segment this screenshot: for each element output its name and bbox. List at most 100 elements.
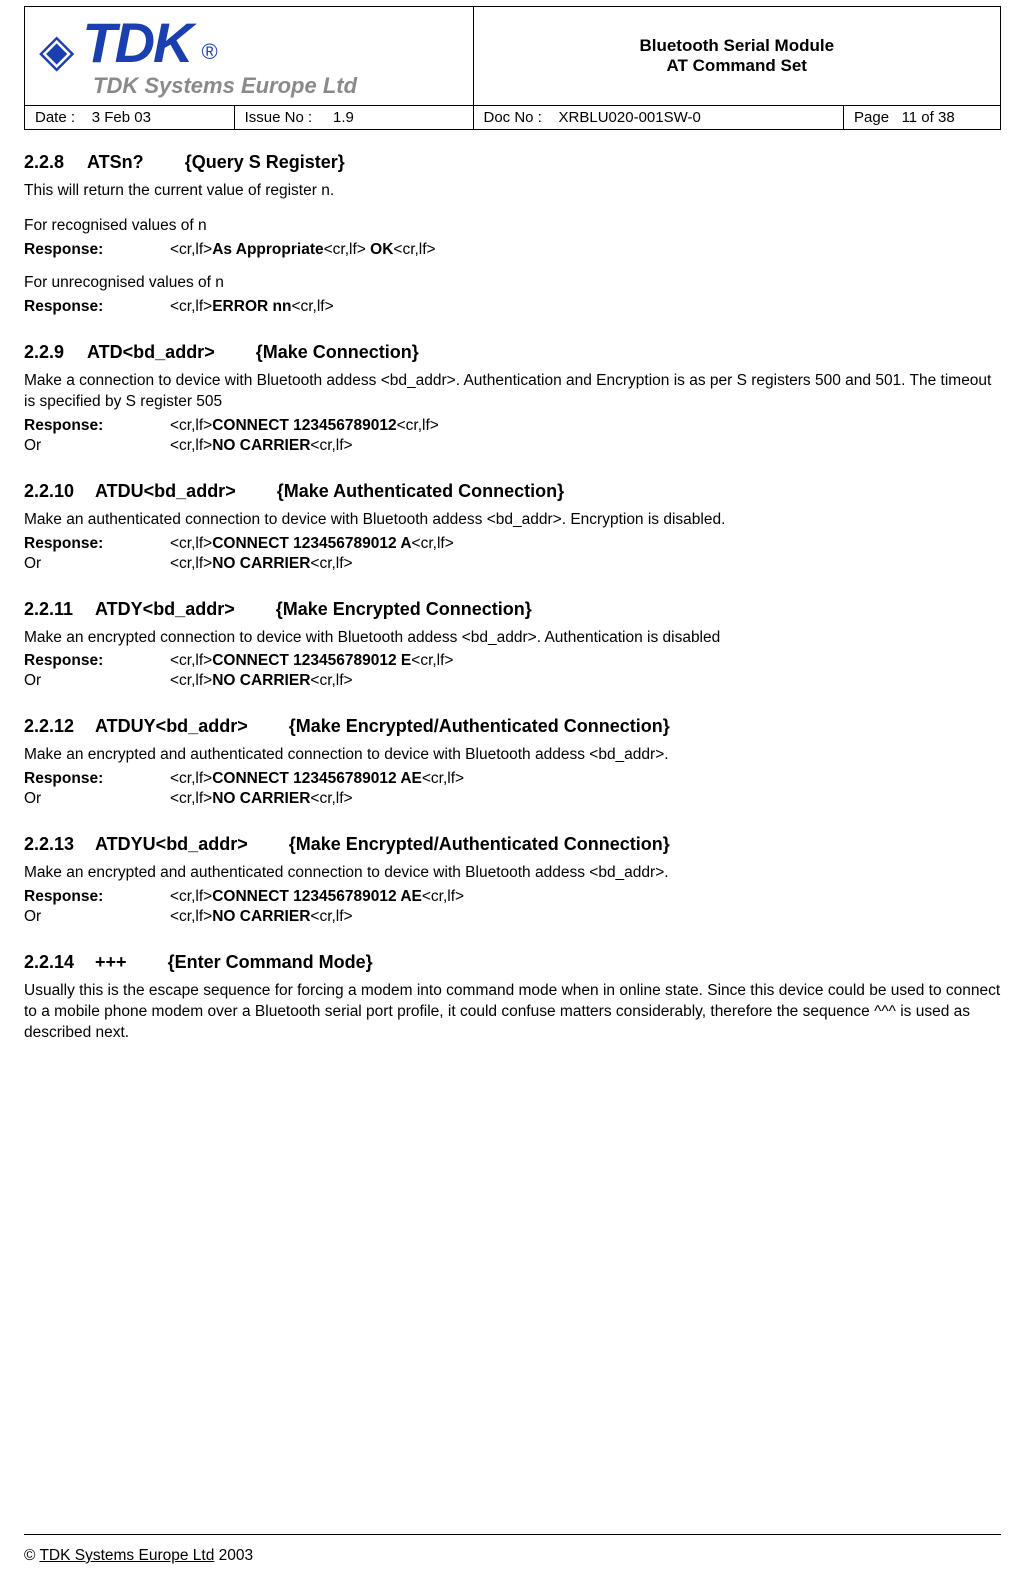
response-label: Response: xyxy=(24,652,170,670)
section-title: 2.2.11 ATDY<bd_addr> {Make Encrypted Con… xyxy=(24,599,1001,620)
resp-pre: <cr,lf> xyxy=(170,535,212,552)
response-value: <cr,lf>CONNECT 123456789012<cr,lf> xyxy=(170,417,1001,435)
response-row: Response: <cr,lf>CONNECT 123456789012<cr… xyxy=(24,417,1001,435)
section-number: 2.2.10 xyxy=(24,481,90,502)
response-label: Response: xyxy=(24,298,170,316)
or-label: Or xyxy=(24,555,170,573)
page-cell: Page 11 of 38 xyxy=(844,106,1000,129)
response-row: Response: <cr,lf>CONNECT 123456789012 AE… xyxy=(24,888,1001,906)
or-row: Or <cr,lf>NO CARRIER<cr,lf> xyxy=(24,908,1001,926)
section-229: 2.2.9 ATD<bd_addr> {Make Connection} Mak… xyxy=(24,342,1001,455)
resp-pre: <cr,lf> xyxy=(170,555,212,572)
response-value: <cr,lf>ERROR nn<cr,lf> xyxy=(170,298,1001,316)
resp-pre: <cr,lf> xyxy=(170,298,212,315)
section-desc: {Make Authenticated Connection} xyxy=(277,481,564,502)
logo-brand: TDK xyxy=(82,15,191,71)
section-2213: 2.2.13 ATDYU<bd_addr> {Make Encrypted/Au… xyxy=(24,834,1001,926)
or-label: Or xyxy=(24,908,170,926)
copyright-symbol: © xyxy=(24,1547,35,1564)
resp-post: <cr,lf> xyxy=(422,888,464,905)
section-cmd: ATDUY<bd_addr> xyxy=(95,716,248,737)
resp-bold: CONNECT 123456789012 AE xyxy=(212,888,422,905)
page-value: 11 of 38 xyxy=(902,109,955,126)
response-row: Response: <cr,lf>As Appropriate<cr,lf> O… xyxy=(24,241,1001,259)
section-cmd: ATD<bd_addr> xyxy=(87,342,215,363)
resp-post: <cr,lf> xyxy=(310,908,352,925)
or-row: Or <cr,lf>NO CARRIER<cr,lf> xyxy=(24,555,1001,573)
response-value: <cr,lf>CONNECT 123456789012 AE<cr,lf> xyxy=(170,770,1001,788)
resp-bold: ERROR nn xyxy=(212,298,291,315)
section-cmd: +++ xyxy=(95,952,127,973)
document-page: ◈ TDK ® TDK Systems Europe Ltd Bluetooth… xyxy=(0,6,1025,1583)
section-intro: Make a connection to device with Bluetoo… xyxy=(24,371,1001,413)
doc-label: Doc No : xyxy=(484,109,542,126)
section-desc: {Make Encrypted/Authenticated Connection… xyxy=(289,716,670,737)
response-label: Response: xyxy=(24,417,170,435)
resp-pre: <cr,lf> xyxy=(170,908,212,925)
resp-pre: <cr,lf> xyxy=(170,770,212,787)
section-desc: {Query S Register} xyxy=(185,152,345,173)
resp-mid: <cr,lf> xyxy=(324,241,371,258)
section-title: 2.2.13 ATDYU<bd_addr> {Make Encrypted/Au… xyxy=(24,834,1001,855)
resp-post: <cr,lf> xyxy=(393,241,435,258)
or-row: Or <cr,lf>NO CARRIER<cr,lf> xyxy=(24,437,1001,455)
section-number: 2.2.9 xyxy=(24,342,82,363)
section-2212: 2.2.12 ATDUY<bd_addr> {Make Encrypted/Au… xyxy=(24,716,1001,808)
section-2214: 2.2.14 +++ {Enter Command Mode} Usually … xyxy=(24,952,1001,1044)
resp-bold: CONNECT 123456789012 AE xyxy=(212,770,422,787)
logo-row: ◈ TDK ® xyxy=(39,15,459,71)
section-title: 2.2.14 +++ {Enter Command Mode} xyxy=(24,952,1001,973)
resp-bold: CONNECT 123456789012 A xyxy=(212,535,411,552)
section-desc: {Make Encrypted/Authenticated Connection… xyxy=(289,834,670,855)
date-label: Date : xyxy=(35,109,75,126)
section-intro: Make an encrypted and authenticated conn… xyxy=(24,863,1001,884)
resp-post: <cr,lf> xyxy=(397,417,439,434)
section-intro: Usually this is the escape sequence for … xyxy=(24,981,1001,1044)
footer-company: TDK Systems Europe Ltd xyxy=(39,1547,214,1564)
or-value: <cr,lf>NO CARRIER<cr,lf> xyxy=(170,908,1001,926)
or-value: <cr,lf>NO CARRIER<cr,lf> xyxy=(170,672,1001,690)
or-label: Or xyxy=(24,790,170,808)
or-row: Or <cr,lf>NO CARRIER<cr,lf> xyxy=(24,790,1001,808)
section-2210: 2.2.10 ATDU<bd_addr> {Make Authenticated… xyxy=(24,481,1001,573)
resp-pre: <cr,lf> xyxy=(170,672,212,689)
section-title: 2.2.12 ATDUY<bd_addr> {Make Encrypted/Au… xyxy=(24,716,1001,737)
response-row: Response: <cr,lf>CONNECT 123456789012 A<… xyxy=(24,535,1001,553)
or-label: Or xyxy=(24,672,170,690)
logo-subtitle: TDK Systems Europe Ltd xyxy=(93,73,459,99)
response-value: <cr,lf>CONNECT 123456789012 A<cr,lf> xyxy=(170,535,1001,553)
section-cmd: ATSn? xyxy=(87,152,144,173)
resp-bold: CONNECT 123456789012 E xyxy=(212,652,411,669)
resp-pre: <cr,lf> xyxy=(170,888,212,905)
section-cmd: ATDYU<bd_addr> xyxy=(95,834,248,855)
resp-pre: <cr,lf> xyxy=(170,241,212,258)
resp-bold: As Appropriate xyxy=(212,241,323,258)
response-row: Response: <cr,lf>CONNECT 123456789012 AE… xyxy=(24,770,1001,788)
or-row: Or <cr,lf>NO CARRIER<cr,lf> xyxy=(24,672,1001,690)
or-label: Or xyxy=(24,437,170,455)
resp-pre: <cr,lf> xyxy=(170,437,212,454)
resp-post: <cr,lf> xyxy=(310,672,352,689)
section-title: 2.2.10 ATDU<bd_addr> {Make Authenticated… xyxy=(24,481,1001,502)
date-cell: Date : 3 Feb 03 xyxy=(25,106,235,129)
section-228: 2.2.8 ATSn? {Query S Register} This will… xyxy=(24,152,1001,316)
issue-value: 1.9 xyxy=(333,109,354,126)
doc-value: XRBLU020-001SW-0 xyxy=(559,109,701,126)
or-value: <cr,lf>NO CARRIER<cr,lf> xyxy=(170,555,1001,573)
content: 2.2.8 ATSn? {Query S Register} This will… xyxy=(24,130,1001,1044)
or-value: <cr,lf>NO CARRIER<cr,lf> xyxy=(170,790,1001,808)
resp-pre: <cr,lf> xyxy=(170,790,212,807)
date-value: 3 Feb 03 xyxy=(92,109,151,126)
resp-bold: NO CARRIER xyxy=(212,437,310,454)
response-row: Response: <cr,lf>ERROR nn<cr,lf> xyxy=(24,298,1001,316)
tdk-diamond-icon: ◈ xyxy=(39,27,74,73)
response-label: Response: xyxy=(24,241,170,259)
resp-post: <cr,lf> xyxy=(310,790,352,807)
resp-post: <cr,lf> xyxy=(310,555,352,572)
section-2211: 2.2.11 ATDY<bd_addr> {Make Encrypted Con… xyxy=(24,599,1001,691)
resp-post: <cr,lf> xyxy=(412,535,454,552)
issue-cell: Issue No : 1.9 xyxy=(235,106,474,129)
title-cell: Bluetooth Serial Module AT Command Set xyxy=(474,7,1001,105)
resp-bold: NO CARRIER xyxy=(212,790,310,807)
resp-bold: NO CARRIER xyxy=(212,908,310,925)
